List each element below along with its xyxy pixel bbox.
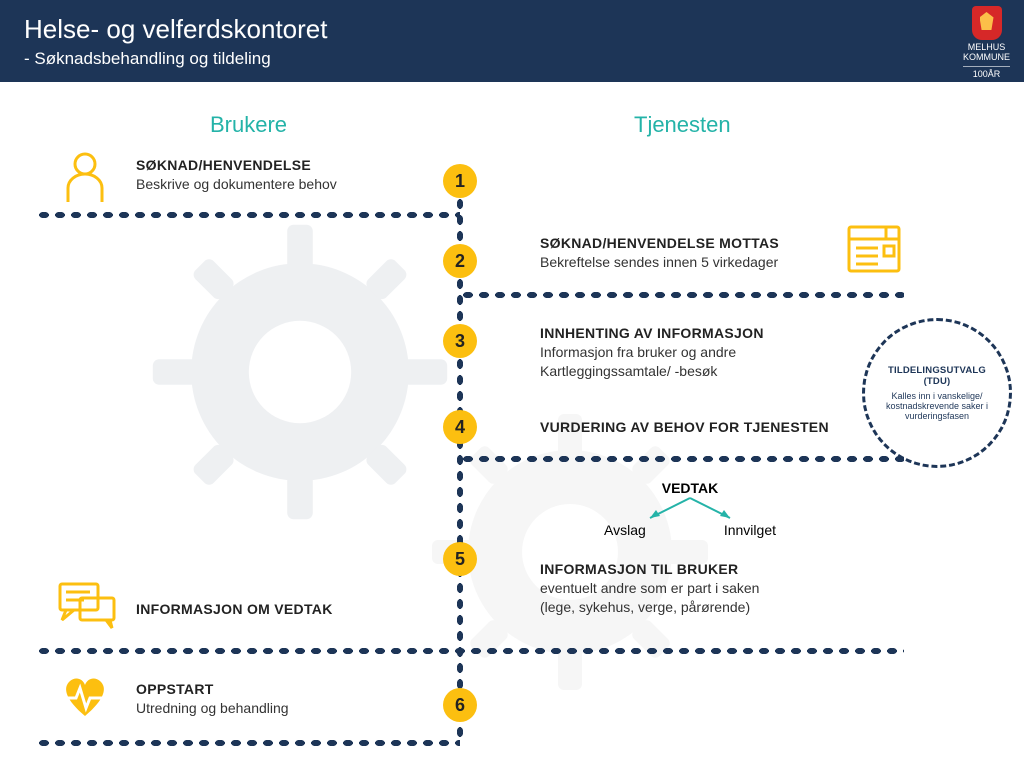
- vedtak-left: Avslag: [604, 522, 646, 538]
- column-label-right: Tjenesten: [634, 112, 731, 138]
- step-title: INFORMASJON OM VEDTAK: [136, 600, 333, 619]
- vedtak-title: VEDTAK: [590, 480, 790, 496]
- step-desc: Bekreftelse sendes innen 5 virkedager: [540, 253, 779, 272]
- header-bar: Helse- og velferdskontoret - Søknadsbeha…: [0, 0, 1024, 82]
- connector: [36, 738, 460, 748]
- step-block-right: INFORMASJON TIL BRUKER eventuelt andre s…: [540, 560, 880, 617]
- step-number: 1: [443, 164, 477, 198]
- connector: [460, 290, 904, 300]
- shield-icon: [972, 6, 1002, 40]
- step-number: 3: [443, 324, 477, 358]
- step-block: OPPSTART Utredning og behandling: [136, 680, 289, 718]
- step-block: VURDERING AV BEHOV FOR TJENESTEN: [540, 418, 829, 437]
- heart-icon: [60, 674, 110, 720]
- tdu-desc: Kalles inn i vanskelige/ kostnadskrevend…: [877, 391, 997, 421]
- step-number: 2: [443, 244, 477, 278]
- page-title: Helse- og velferdskontoret: [24, 14, 1000, 45]
- step-desc: Utredning og behandling: [136, 699, 289, 718]
- connector: [460, 454, 904, 464]
- person-icon: [60, 150, 110, 204]
- chat-icon: [56, 580, 118, 632]
- step-block: SØKNAD/HENVENDELSE MOTTAS Bekreftelse se…: [540, 234, 779, 272]
- vedtak-right: Innvilget: [724, 522, 776, 538]
- connector: [36, 210, 460, 220]
- step-desc: eventuelt andre som er part i saken (leg…: [540, 579, 880, 617]
- vedtak-branch: VEDTAK Avslag Innvilget: [590, 480, 790, 538]
- browser-icon: [846, 224, 902, 274]
- tdu-circle: TILDELINGSUTVALG (TDU) Kalles inn i vans…: [862, 318, 1012, 468]
- step-desc: Informasjon fra bruker og andre Kartlegg…: [540, 343, 850, 381]
- step-number: 4: [443, 410, 477, 444]
- step-block: INNHENTING AV INFORMASJON Informasjon fr…: [540, 324, 850, 381]
- page-subtitle: - Søknadsbehandling og tildeling: [24, 49, 1000, 69]
- step-number: 5: [443, 542, 477, 576]
- step-title: INFORMASJON TIL BRUKER: [540, 560, 880, 579]
- municipality-logo: MELHUS KOMMUNE 100ÅR: [963, 6, 1010, 80]
- step-title: INNHENTING AV INFORMASJON: [540, 324, 850, 343]
- step-title: SØKNAD/HENVENDELSE MOTTAS: [540, 234, 779, 253]
- gear-bg-icon: [140, 212, 460, 532]
- tdu-title: TILDELINGSUTVALG (TDU): [877, 365, 997, 387]
- connector: [36, 646, 904, 656]
- branch-arrows-icon: [610, 496, 770, 522]
- step-title: SØKNAD/HENVENDELSE: [136, 156, 337, 175]
- step-block: SØKNAD/HENVENDELSE Beskrive og dokumente…: [136, 156, 337, 194]
- step-title: VURDERING AV BEHOV FOR TJENESTEN: [540, 418, 829, 437]
- step-number: 6: [443, 688, 477, 722]
- step-desc: Beskrive og dokumentere behov: [136, 175, 337, 194]
- flow-canvas: Brukere Tjenesten 1 SØKNAD/HENVENDELSE B…: [0, 82, 1024, 768]
- column-label-left: Brukere: [210, 112, 287, 138]
- step-block-left: INFORMASJON OM VEDTAK: [136, 600, 333, 619]
- step-title: OPPSTART: [136, 680, 289, 699]
